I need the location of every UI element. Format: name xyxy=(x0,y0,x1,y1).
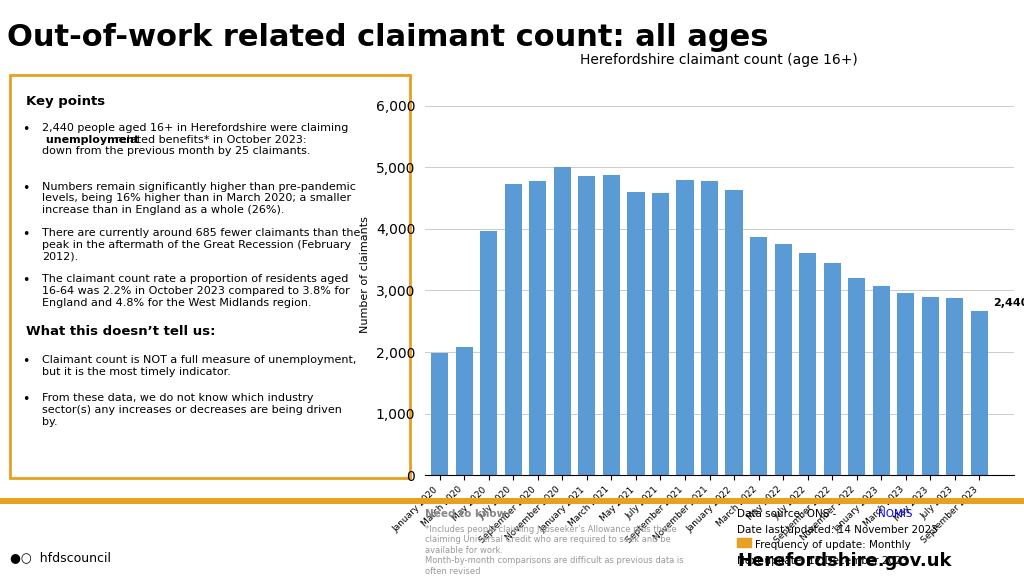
Bar xyxy=(480,232,498,475)
Text: Need to know: Need to know xyxy=(425,509,506,520)
Text: •: • xyxy=(23,275,30,287)
Text: There are currently around 685 fewer claimants than the
peak in the aftermath of: There are currently around 685 fewer cla… xyxy=(42,228,360,262)
Bar xyxy=(799,253,816,475)
Bar xyxy=(946,298,964,475)
Text: unemployment: unemployment xyxy=(42,123,139,145)
Text: •: • xyxy=(23,228,30,241)
Bar xyxy=(725,190,742,475)
Bar xyxy=(628,192,644,475)
Text: The claimant count rate a proportion of residents aged
16-64 was 2.2% in October: The claimant count rate a proportion of … xyxy=(42,275,350,308)
Bar xyxy=(505,184,522,475)
Title: Herefordshire claimant count (age 16+): Herefordshire claimant count (age 16+) xyxy=(581,53,858,67)
Bar xyxy=(431,353,449,475)
Text: Out-of-work related claimant count: all ages: Out-of-work related claimant count: all … xyxy=(7,23,769,52)
Text: ●○  hfdscouncil: ●○ hfdscouncil xyxy=(10,552,112,564)
Bar xyxy=(652,193,669,475)
Bar xyxy=(971,312,988,475)
Y-axis label: Number of claimants: Number of claimants xyxy=(360,217,371,334)
Text: •: • xyxy=(23,355,30,368)
Bar xyxy=(848,278,865,475)
Text: Data source: ONS -: Data source: ONS - xyxy=(737,509,840,520)
Bar xyxy=(774,244,792,475)
Bar xyxy=(0,498,1024,503)
Bar xyxy=(603,175,620,475)
Text: 2,440 people aged 16+ in Herefordshire were claiming
                     relate: 2,440 people aged 16+ in Herefordshire w… xyxy=(42,123,348,157)
Text: Claimant count is NOT a full measure of unemployment,
but it is the most timely : Claimant count is NOT a full measure of … xyxy=(42,355,356,377)
Bar xyxy=(456,347,473,475)
Text: NOMIS: NOMIS xyxy=(878,509,912,520)
FancyBboxPatch shape xyxy=(10,75,410,478)
Text: Frequency of update: Monthly: Frequency of update: Monthly xyxy=(755,540,910,550)
Text: Key points: Key points xyxy=(27,95,105,108)
Bar xyxy=(750,237,767,475)
Text: •: • xyxy=(23,393,30,407)
Text: From these data, we do not know which industry
sector(s) any increases or decrea: From these data, we do not know which in… xyxy=(42,393,342,427)
Text: What this doesn’t tell us:: What this doesn’t tell us: xyxy=(27,325,216,338)
Text: *Includes people claiming Jobseeker’s Allowance plus those
claiming Universal Cr: *Includes people claiming Jobseeker’s Al… xyxy=(425,525,684,575)
Bar xyxy=(897,293,914,475)
Bar xyxy=(737,538,751,547)
Text: 2,440: 2,440 xyxy=(993,298,1024,308)
Bar xyxy=(823,263,841,475)
Bar xyxy=(677,180,693,475)
Text: Herefordshire.gov.uk: Herefordshire.gov.uk xyxy=(737,552,951,570)
Text: •: • xyxy=(23,182,30,195)
Text: Numbers remain significantly higher than pre-pandemic
levels, being 16% higher t: Numbers remain significantly higher than… xyxy=(42,182,356,215)
Text: Next update: 12 December 2023: Next update: 12 December 2023 xyxy=(737,556,908,566)
Bar xyxy=(701,181,718,475)
Bar xyxy=(579,176,596,475)
Bar xyxy=(872,286,890,475)
Bar xyxy=(922,297,939,475)
Bar xyxy=(554,166,571,475)
Bar xyxy=(529,181,547,475)
Text: •: • xyxy=(23,123,30,137)
Text: Date last updated: 14 November 2023: Date last updated: 14 November 2023 xyxy=(737,525,938,535)
